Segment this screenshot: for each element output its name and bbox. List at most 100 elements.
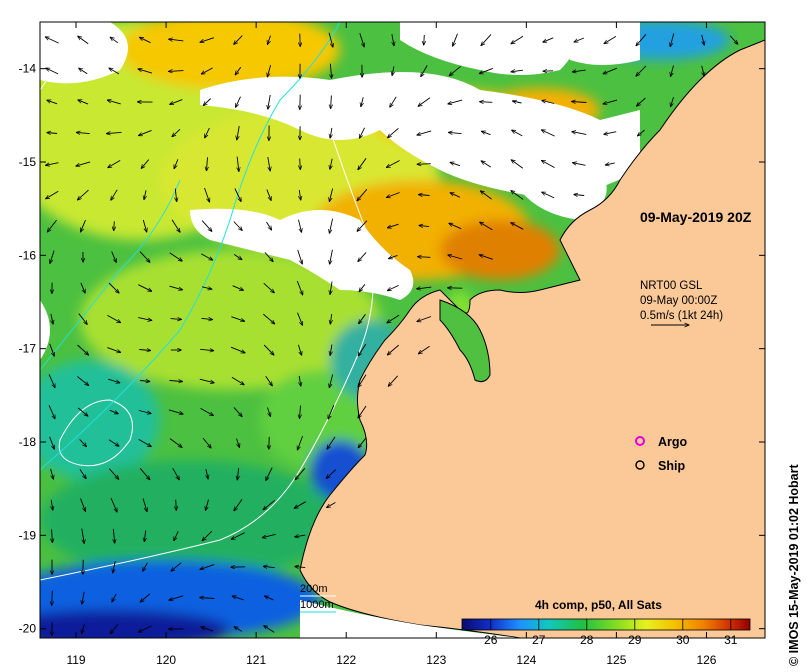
current-vector-arrow (481, 161, 492, 168)
current-vector-arrow (46, 190, 59, 199)
colorbar-tick-label: 27 (532, 633, 546, 647)
current-vector-arrow (330, 249, 333, 264)
current-vector-arrow (387, 223, 399, 228)
current-vector-arrow (358, 158, 367, 169)
current-vector-arrow (49, 343, 55, 356)
sst-colorbar: 4h comp, p50, All Sats 26 27 28 29 30 31 (461, 598, 751, 647)
current-vector-arrow (206, 499, 209, 511)
current-vector-arrow (50, 468, 54, 479)
current-vector-arrow (139, 251, 150, 263)
isobath-1000m (40, 22, 341, 471)
lat-tick-label: -16 (19, 248, 37, 262)
current-vector-arrow (109, 409, 118, 413)
current-vector-arrow (450, 193, 461, 198)
current-vector-arrow (637, 97, 646, 106)
current-vector-arrow (479, 67, 493, 73)
current-vector-arrow (419, 225, 430, 226)
current-vector-arrow (80, 282, 85, 293)
current-vector-arrow (82, 591, 85, 604)
current-vector-arrow (513, 101, 522, 103)
current-vector-arrow (479, 255, 493, 260)
current-vector-arrow (80, 498, 86, 512)
current-vector-arrow (51, 499, 53, 510)
current-vector-arrow (176, 499, 177, 511)
current-vector-arrow (298, 219, 302, 233)
current-vector-arrow (205, 127, 210, 138)
current-vector-arrow (453, 33, 458, 46)
current-vector-arrow (267, 407, 271, 417)
current-vector-arrow (107, 100, 121, 105)
current-vector-arrow (138, 284, 151, 292)
vector-product-label: NRT00 GSL (640, 280, 703, 292)
current-vector-arrow (266, 467, 273, 481)
current-vector-arrow (450, 162, 461, 167)
current-vector-arrow (230, 346, 245, 353)
current-vector-arrow (200, 598, 215, 599)
current-vector-arrow (263, 282, 275, 293)
current-vector-arrow (52, 590, 53, 606)
lat-tick-label: -18 (19, 435, 37, 449)
current-vector-arrow (81, 219, 86, 232)
current-vector-arrow (729, 35, 738, 44)
current-vector-arrow (79, 469, 86, 478)
current-vector-arrow (231, 376, 244, 385)
current-vector-arrow (262, 533, 276, 537)
current-vector-arrow (234, 35, 243, 45)
current-vector-arrow (143, 562, 148, 571)
current-vector-arrow (108, 282, 119, 293)
current-vector-arrow (295, 566, 306, 567)
current-vector-arrow (202, 437, 211, 448)
current-vector-arrow (389, 254, 398, 258)
current-vector-arrow (299, 375, 301, 386)
current-vector-arrow (357, 220, 368, 232)
isobath-200m (40, 22, 374, 581)
current-vector-arrow (636, 34, 647, 45)
current-vector-arrow (79, 439, 87, 446)
current-vector-arrow (418, 257, 431, 258)
current-vector-arrow (77, 407, 88, 416)
current-vector-arrow (574, 37, 585, 42)
current-vector-arrow (480, 222, 493, 231)
current-vector-arrow (701, 65, 705, 76)
current-vector-arrow (331, 95, 332, 109)
current-vector-arrow (202, 530, 213, 541)
current-vector-arrow (542, 101, 555, 104)
current-vector-arrow (511, 70, 523, 72)
current-vector-arrow (231, 532, 245, 540)
current-vector-arrow (542, 192, 555, 199)
current-vector-arrow (297, 312, 303, 326)
current-vector-arrow (511, 160, 524, 169)
current-vector-arrow (47, 100, 58, 105)
current-vector-arrow (201, 287, 212, 289)
current-vector-arrow (701, 34, 705, 45)
current-vector-arrow (297, 249, 303, 264)
current-vector-arrow (295, 535, 306, 537)
colorbar-tick-label: 29 (628, 633, 642, 647)
current-vector-arrow (113, 528, 114, 543)
current-vector-arrow (77, 344, 89, 355)
lat-tick-label: -20 (19, 622, 37, 636)
current-vector-arrow (114, 221, 115, 230)
current-vector-arrow (169, 381, 183, 382)
current-vector-arrow (603, 67, 618, 74)
current-vectors (45, 32, 738, 636)
current-vector-arrow (169, 285, 183, 290)
current-vector-arrow (480, 102, 493, 103)
current-vector-arrow (172, 467, 180, 480)
current-vector-arrow (448, 255, 463, 260)
latitude-axis: -14 -15 -16 -17 -18 -19 -20 (19, 62, 765, 636)
current-vector-arrow (111, 189, 118, 200)
current-vector-arrow (139, 468, 150, 479)
isobath-1000m-label: 1000m (300, 599, 334, 611)
current-vector-arrow (670, 33, 675, 46)
current-vector-arrow (387, 314, 400, 323)
current-vector-arrow (541, 130, 555, 137)
colorbar-gradient (461, 618, 751, 631)
lon-tick-label: 121 (246, 653, 266, 667)
current-vector-arrow (234, 188, 241, 202)
current-vector-arrow (417, 287, 432, 289)
current-vector-arrow (138, 317, 152, 321)
current-vector-arrow (201, 67, 213, 74)
current-vector-arrow (46, 162, 59, 166)
current-vector-arrow (300, 158, 301, 170)
